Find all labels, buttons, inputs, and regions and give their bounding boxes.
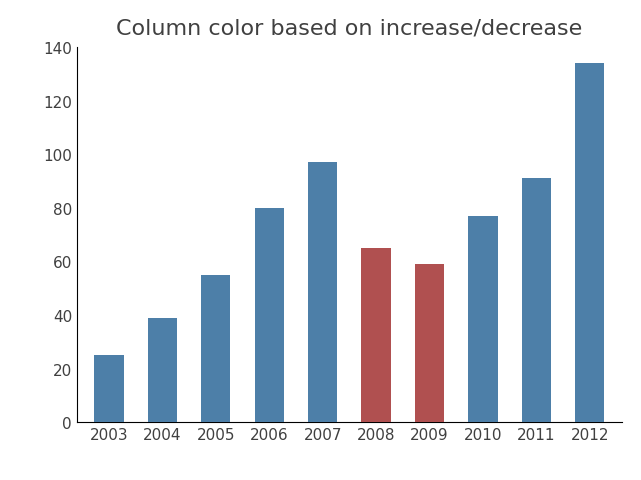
Bar: [308, 163, 337, 422]
Bar: [468, 216, 497, 422]
Title: Column color based on increase/decrease: Column color based on increase/decrease: [116, 18, 583, 38]
Bar: [147, 318, 177, 422]
Bar: [522, 179, 551, 422]
Bar: [94, 356, 124, 422]
Bar: [362, 249, 391, 422]
Bar: [575, 64, 604, 422]
Bar: [254, 208, 284, 422]
Bar: [201, 276, 231, 422]
Bar: [415, 264, 444, 422]
